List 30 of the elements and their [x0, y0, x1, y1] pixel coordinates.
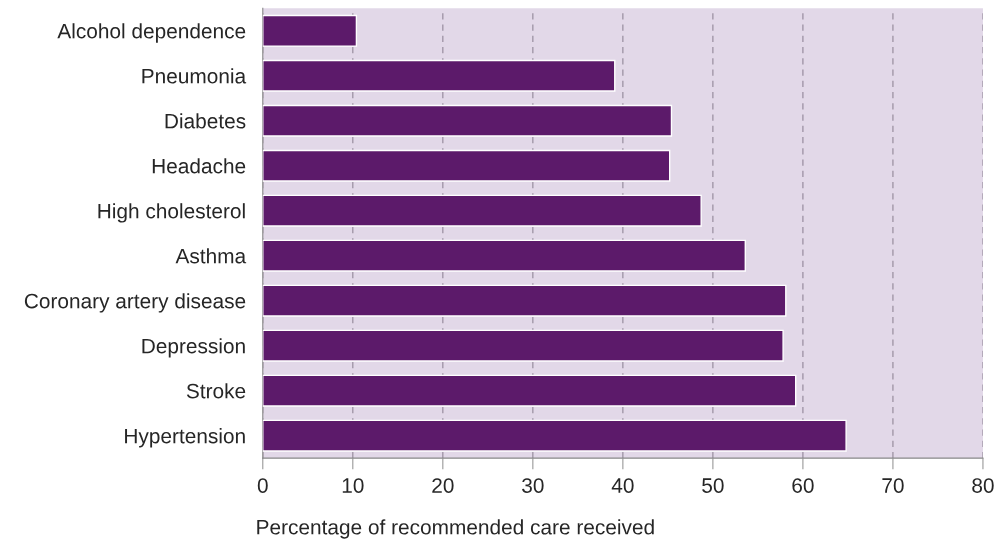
x-tick-label: 30: [522, 478, 544, 493]
y-tick-label: Pneumonia: [142, 68, 247, 84]
x-tick-label: 40: [611, 478, 634, 493]
x-tick-label: 60: [792, 478, 814, 493]
bar: [262, 239, 746, 272]
y-tick-label: Headache: [152, 158, 246, 174]
x-tick-label: 80: [972, 478, 994, 493]
y-tick-label: Asthma: [175, 248, 247, 264]
bar: [262, 374, 797, 407]
x-axis-title: Percentage of recommended care received: [257, 519, 654, 539]
y-tick-label: Stroke: [186, 383, 246, 399]
y-tick-label: Alcohol dependence: [57, 23, 246, 43]
y-tick-label: Coronary artery disease: [24, 293, 246, 313]
bar: [262, 149, 671, 182]
bar: [262, 329, 784, 362]
y-tick-label: Hypertension: [125, 428, 245, 448]
x-tick-label: 10: [342, 478, 364, 493]
y-tick-label: Depression: [142, 338, 245, 358]
bar: [262, 284, 787, 317]
x-tick-label: 0: [257, 478, 268, 493]
bar: [262, 194, 702, 227]
y-tick-label: Diabetes: [165, 113, 246, 129]
x-tick-label: 20: [432, 478, 454, 493]
bar: [262, 419, 847, 452]
bar: [262, 14, 358, 47]
x-tick-label: 70: [882, 478, 904, 493]
y-tick-label: High cholesterol: [98, 203, 245, 223]
bar: [262, 59, 616, 92]
bar: [262, 104, 673, 137]
x-tick-label: 50: [702, 478, 724, 493]
